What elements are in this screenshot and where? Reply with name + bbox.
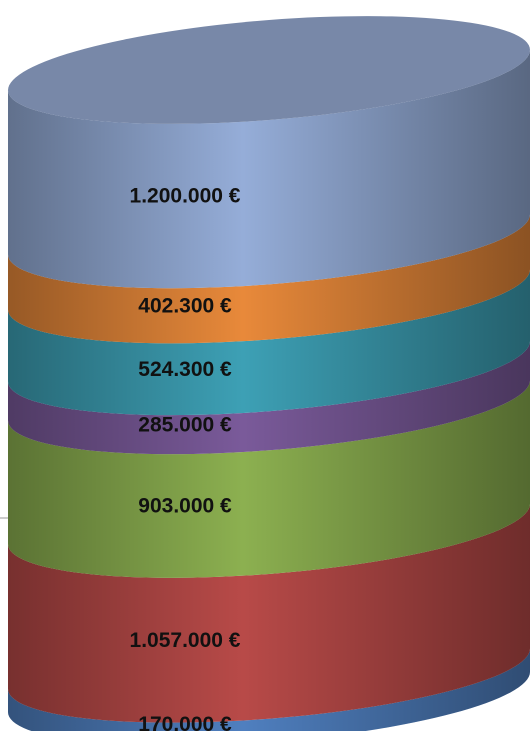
shade [8, 214, 530, 344]
cylinder [8, 16, 530, 731]
value-label: 285.000 € [138, 413, 232, 436]
value-label: 170.000 € [138, 713, 232, 731]
value-label: 524.300 € [138, 358, 232, 381]
top-face [8, 16, 530, 124]
value-label: 1.057.000 € [130, 629, 241, 652]
shade [8, 341, 530, 455]
shade [8, 269, 530, 416]
value-label: 903.000 € [138, 495, 232, 518]
shade [8, 648, 530, 731]
shade [8, 503, 530, 723]
shade [8, 49, 530, 289]
shade [8, 380, 530, 578]
value-label: 1.200.000 € [130, 185, 241, 208]
value-label: 402.300 € [138, 294, 232, 317]
